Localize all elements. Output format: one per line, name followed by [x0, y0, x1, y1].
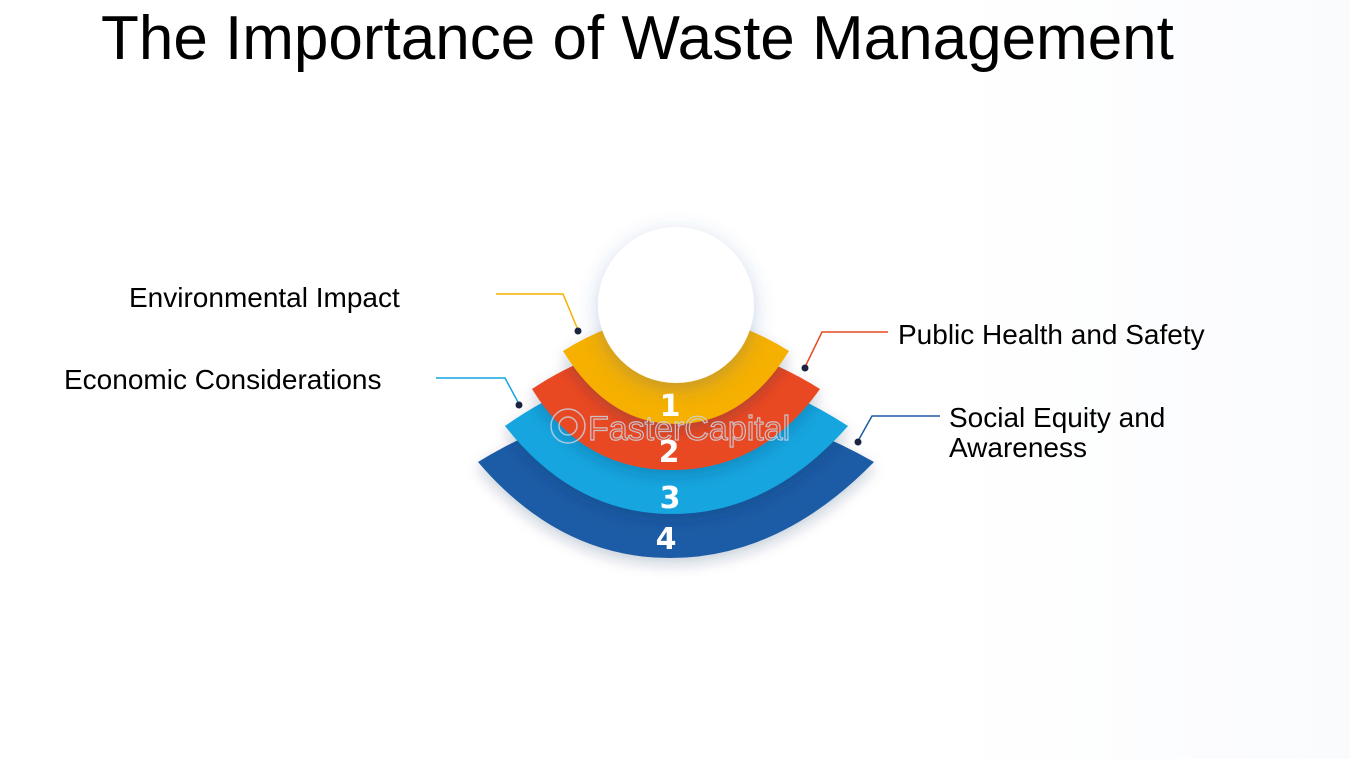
band-4-number: 4 [656, 522, 677, 557]
label-social-equity-awareness: Social Equity and Awareness [949, 402, 1166, 463]
label-economic-considerations: Economic Considerations [64, 364, 382, 395]
top-circle [598, 227, 754, 383]
connector-economic [436, 377, 523, 409]
watermark-text: FasterCapital [588, 410, 790, 448]
label-environmental-impact: Environmental Impact [129, 282, 400, 313]
connector-public-health [801, 331, 888, 372]
label-public-health-safety: Public Health and Safety [898, 319, 1205, 350]
page-title: The Importance of Waste Management [101, 4, 1174, 73]
connector-social [854, 415, 940, 446]
band-1-number: 1 [660, 389, 681, 424]
band-3-number: 3 [660, 481, 681, 516]
watermark: FasterCapital [550, 408, 791, 449]
connector-environmental [496, 293, 582, 335]
band-2-number: 2 [659, 435, 680, 470]
